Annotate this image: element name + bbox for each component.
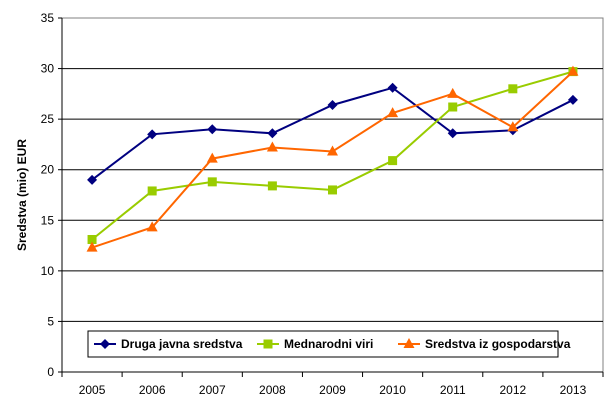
series-1 xyxy=(87,82,578,185)
x-tick-label: 2012 xyxy=(499,383,526,397)
data-point xyxy=(147,186,157,196)
y-tick-label: 30 xyxy=(41,62,55,76)
x-tick-label: 2010 xyxy=(379,383,406,397)
data-point xyxy=(86,241,98,252)
data-point xyxy=(327,99,338,110)
legend-marker xyxy=(100,339,110,349)
y-tick-label: 5 xyxy=(47,314,54,328)
y-tick-label: 25 xyxy=(41,112,55,126)
data-point xyxy=(567,65,579,76)
data-point xyxy=(507,121,519,132)
legend-label: Druga javna sredstva xyxy=(121,337,243,351)
data-point xyxy=(87,235,97,245)
x-tick-label: 2011 xyxy=(440,383,466,397)
data-point xyxy=(567,94,578,105)
data-point xyxy=(388,156,398,166)
data-point xyxy=(508,84,518,94)
series-3 xyxy=(86,65,579,252)
legend-entry: Druga javna sredstva xyxy=(94,337,243,351)
data-point xyxy=(387,107,399,118)
x-axis-ticks: 2005 2006 2007 2008 2009 2010 2011 2012 2013 xyxy=(61,18,604,397)
y-axis-label: Sredstva (mio) EUR xyxy=(15,139,29,251)
data-point xyxy=(206,152,218,163)
plot-area xyxy=(61,17,604,373)
series-group xyxy=(86,65,579,252)
legend-entry: Mednarodni viri xyxy=(257,337,373,351)
legend-entry: Sredstva iz gospodarstva xyxy=(398,337,571,351)
y-tick-label: 15 xyxy=(41,213,55,227)
x-tick-label: 2007 xyxy=(199,383,226,397)
x-tick-label: 2009 xyxy=(319,383,346,397)
data-point xyxy=(387,82,398,93)
x-tick-label: 2005 xyxy=(79,383,106,397)
data-point xyxy=(448,102,458,112)
data-point xyxy=(328,185,337,195)
y-tick-label: 10 xyxy=(41,264,55,278)
x-tick-label: 2013 xyxy=(560,383,587,397)
legend-label: Sredstva iz gospodarstva xyxy=(425,337,571,351)
legend-label: Mednarodni viri xyxy=(284,337,373,351)
data-point xyxy=(207,124,218,135)
y-tick-label: 20 xyxy=(41,163,55,177)
legend-box xyxy=(87,330,559,358)
data-point xyxy=(266,141,278,152)
y-axis-ticks: 0 5 10 15 20 25 30 35 xyxy=(41,11,62,379)
legend-marker xyxy=(263,339,273,349)
series-2 xyxy=(87,67,578,245)
data-point xyxy=(146,221,158,232)
legend-marker xyxy=(403,338,415,348)
y-tick-label: 35 xyxy=(41,11,55,25)
data-point xyxy=(267,128,278,139)
data-point xyxy=(447,87,459,98)
data-point xyxy=(327,145,338,156)
x-tick-label: 2006 xyxy=(139,383,166,397)
data-point xyxy=(447,128,458,139)
legend: Druga javna sredstva Mednarodni viri Sreds… xyxy=(87,330,571,358)
data-point xyxy=(207,177,217,187)
data-point xyxy=(87,174,98,185)
data-point xyxy=(147,129,158,140)
data-point xyxy=(267,181,277,191)
gridlines xyxy=(62,68,603,322)
x-tick-label: 2008 xyxy=(259,383,286,397)
y-tick-label: 0 xyxy=(47,365,54,379)
